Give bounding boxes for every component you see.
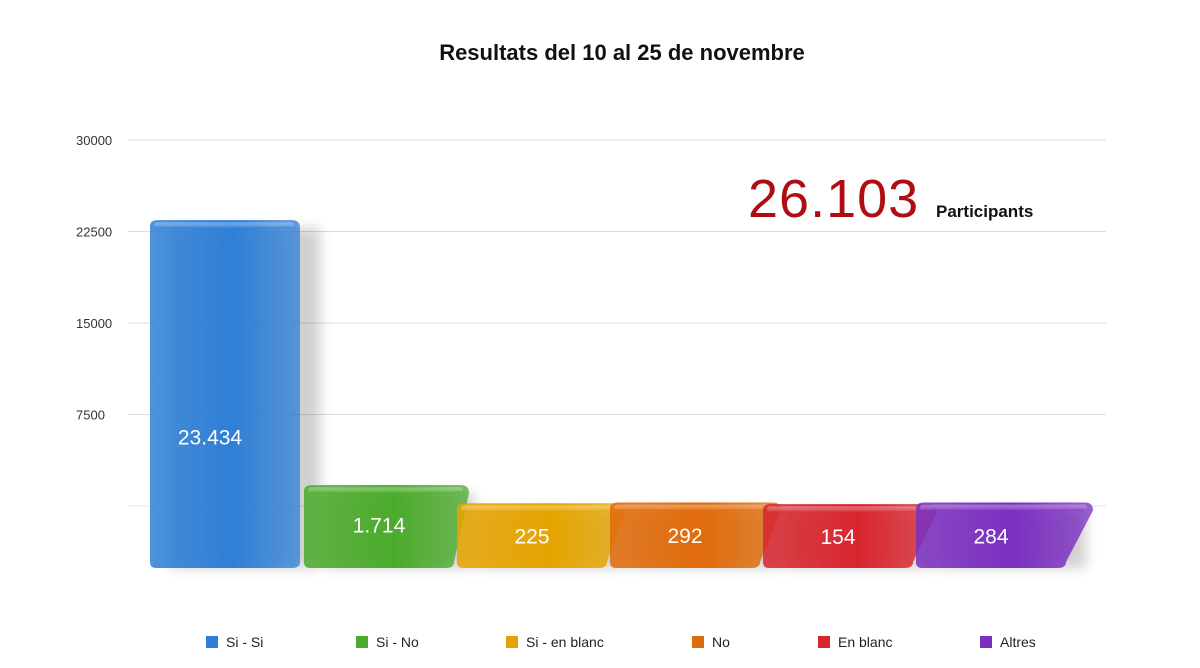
participants-count: 26.103 [748,169,920,229]
legend-swatch [206,636,218,648]
y-tick-label: 22500 [76,225,112,240]
bar-body [916,502,1093,568]
legend-label: Si - Si [226,634,263,650]
data-label: 292 [667,525,702,548]
bar-highlight [920,504,1087,511]
bar-highlight [154,222,294,229]
bar-Si - en blanc [457,503,627,568]
data-label: 154 [820,526,855,549]
legend-swatch [980,636,992,648]
chart-title: Resultats del 10 al 25 de novembre [439,40,805,65]
bar-highlight [308,487,463,494]
bar-highlight [461,505,619,512]
bar-body [610,502,781,568]
legend-swatch [506,636,518,648]
bar-body [457,503,625,568]
bar-body [763,504,937,568]
legend-swatch [692,636,704,648]
data-label: 225 [514,526,549,549]
legend-label: En blanc [838,634,892,650]
y-tick-label: 30000 [76,133,112,148]
y-tick-label: 15000 [76,316,112,331]
data-label: 284 [973,525,1008,548]
legend-label: Si - en blanc [526,634,604,650]
legend-item-Si - No: Si - No [356,634,419,650]
bar-Si - No [304,485,474,568]
legend-label: No [712,634,730,650]
y-tick-label: 7500 [76,408,105,423]
bar-Si - Si [150,220,320,568]
legend-item-En blanc: En blanc [818,634,892,650]
data-label: 23.434 [178,427,243,450]
legend-item-No: No [692,634,730,650]
legend-label: Altres [1000,634,1036,650]
participants-label: Participants [936,202,1034,221]
legend-item-Si - Si: Si - Si [206,634,263,650]
legend-swatch [818,636,830,648]
legend-label: Si - No [376,634,419,650]
legend-swatch [356,636,368,648]
bar-highlight [767,506,931,513]
data-label: 1.714 [353,515,406,538]
bar-body [150,220,300,568]
bar-En blanc [763,504,937,568]
bar-No [610,502,781,568]
bar-Altres [916,502,1093,568]
bar-highlight [614,504,775,511]
legend-item-Altres: Altres [980,634,1036,650]
legend-item-Si - en blanc: Si - en blanc [506,634,604,650]
bar-body [304,485,469,568]
